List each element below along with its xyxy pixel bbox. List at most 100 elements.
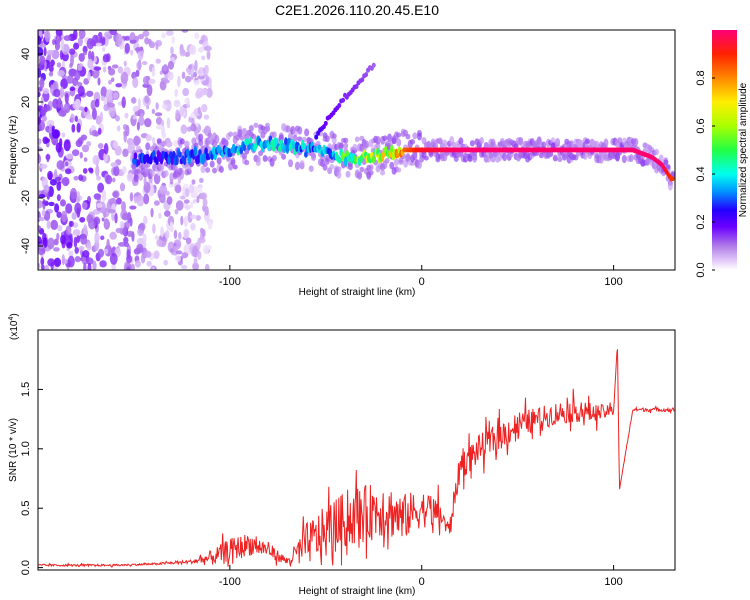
noise-blob — [82, 168, 88, 174]
ridge-halo — [375, 136, 381, 145]
noise-blob — [53, 257, 62, 268]
ridge-point — [337, 156, 342, 164]
ridge-halo — [336, 166, 342, 172]
ridge-point — [185, 148, 190, 157]
noise-blob — [154, 112, 163, 117]
ridge-halo — [442, 139, 448, 147]
noise-blob — [38, 225, 42, 231]
noise-blob — [121, 201, 126, 213]
ridge-halo — [338, 142, 344, 151]
noise-blob — [60, 39, 65, 52]
ridge-point — [175, 154, 179, 166]
noise-blob — [156, 238, 163, 247]
ridge-halo — [345, 170, 351, 178]
noise-blob — [41, 200, 49, 205]
noise-blob — [174, 88, 179, 98]
noise-blob — [144, 250, 152, 258]
ridge-halo — [145, 142, 151, 151]
noise-blob — [116, 125, 121, 132]
noise-blob — [188, 185, 195, 194]
ridge-halo — [308, 165, 314, 172]
ridge-halo — [557, 156, 563, 162]
ridge-halo — [322, 163, 328, 171]
noise-blob — [38, 146, 43, 152]
noise-blob — [76, 122, 81, 133]
noise-blob — [198, 46, 205, 53]
noise-blob — [72, 30, 78, 40]
noise-blob — [183, 199, 190, 204]
ridge-halo — [368, 164, 374, 171]
noise-blob — [59, 86, 64, 99]
noise-blob — [69, 187, 78, 200]
ridge-halo — [603, 138, 609, 148]
noise-blob — [82, 45, 88, 54]
noise-blob — [50, 84, 54, 94]
noise-blob — [153, 200, 160, 206]
ridge-halo — [159, 163, 165, 172]
noise-blob — [75, 84, 79, 93]
noise-blob — [137, 33, 145, 40]
ridge-halo — [253, 122, 259, 128]
ridge-halo — [568, 140, 574, 150]
noise-blob — [165, 140, 173, 148]
ridge-halo — [156, 138, 162, 144]
noise-blob — [65, 153, 74, 160]
noise-blob — [91, 129, 98, 137]
ridge-halo — [230, 157, 236, 166]
noise-blob — [48, 123, 52, 134]
ridge-halo — [292, 134, 298, 142]
noise-blob — [140, 253, 146, 264]
noise-blob — [139, 222, 146, 231]
noise-blob — [78, 106, 85, 111]
noise-blob — [112, 140, 119, 149]
snr-scale-suffix: ) — [9, 313, 20, 316]
noise-blob — [77, 64, 83, 71]
noise-blob — [39, 55, 46, 66]
noise-blob — [53, 238, 59, 246]
noise-blob — [134, 111, 141, 117]
noise-blob — [73, 236, 78, 248]
noise-blob — [86, 214, 94, 224]
noise-blob — [97, 127, 102, 135]
ridge-halo — [396, 132, 402, 138]
noise-blob — [169, 172, 174, 183]
noise-blob — [65, 225, 72, 236]
ridge-halo — [214, 134, 220, 144]
ridge-halo — [469, 140, 475, 147]
ridge-halo — [416, 160, 422, 169]
noise-blob — [185, 237, 192, 245]
noise-blob — [175, 250, 183, 255]
noise-blob — [151, 66, 156, 77]
noise-blob — [83, 157, 88, 162]
noise-blob — [179, 105, 185, 116]
noise-blob — [75, 98, 81, 109]
noise-blob — [60, 78, 68, 90]
noise-blob — [78, 245, 85, 251]
y-tick-label: 1.5 — [20, 382, 32, 397]
noise-blob — [38, 138, 42, 145]
noise-blob — [103, 142, 109, 155]
ridge-halo — [133, 174, 139, 183]
noise-blob — [194, 59, 198, 72]
ridge-halo — [136, 168, 142, 174]
x-tick-label: -100 — [219, 276, 241, 288]
noise-blob — [57, 97, 62, 109]
noise-blob — [126, 172, 134, 182]
noise-blob — [109, 231, 117, 240]
snr-x-axis-label: Height of straight line (km) — [299, 586, 416, 597]
noise-blob — [88, 168, 94, 174]
noise-blob — [202, 198, 208, 207]
noise-blob — [38, 114, 42, 126]
noise-blob — [165, 30, 174, 36]
noise-blob — [201, 80, 209, 86]
noise-blob — [74, 202, 82, 215]
ridge-point — [136, 159, 141, 166]
ridge-point — [248, 137, 253, 144]
noise-blob — [167, 60, 175, 70]
ridge-halo — [628, 154, 634, 162]
ridge-halo — [368, 169, 374, 176]
noise-blob — [38, 200, 43, 209]
noise-blob — [74, 247, 79, 254]
noise-blob — [167, 71, 174, 81]
noise-blob — [171, 36, 176, 44]
